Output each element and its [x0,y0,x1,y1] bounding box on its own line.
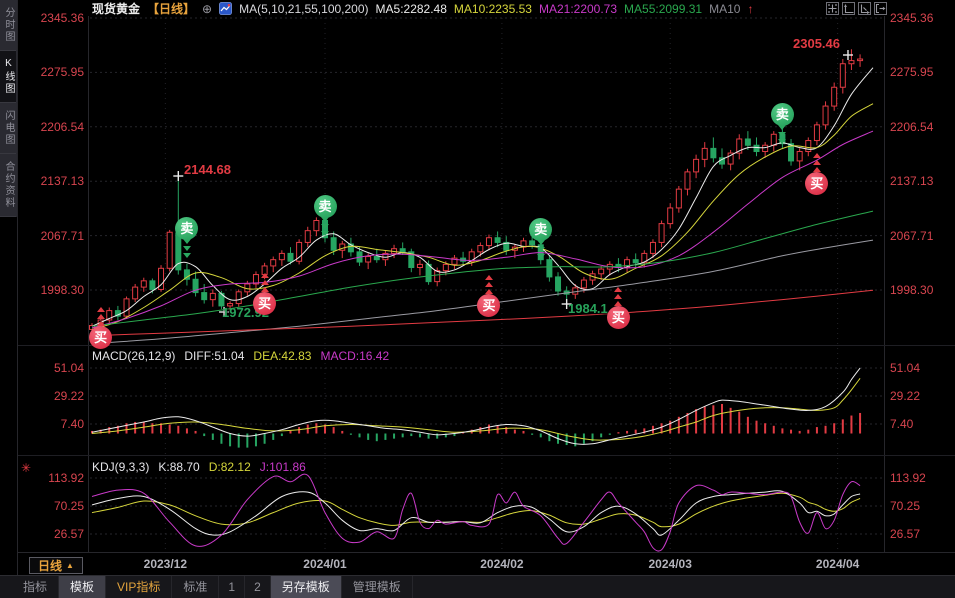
sidebar-item-kline-chart[interactable]: K线图 [0,51,16,103]
sidebar-item-contract-info[interactable]: 合约资料 [0,154,16,217]
buy-signal-badge[interactable]: 买 [805,171,829,195]
kdj-pane-labels: KDJ(9,3,3) K:88.70 D:82.12 J:101.86 [92,460,306,474]
sidebar-item-time-chart[interactable]: 分时图 [0,0,16,51]
sell-signal-badge[interactable]: 卖 [529,217,553,241]
move-tool-icon[interactable] [826,2,839,15]
chart-style-icon[interactable] [219,2,232,15]
period-selector-label: 日线 [38,559,63,573]
ma-formula: MA(5,10,21,55,100,200) [239,1,369,16]
toolbar-item-standard[interactable]: 标准 [172,576,220,598]
add-icon[interactable]: ⊕ [202,1,213,16]
left-sidebar: 分时图 K线图 闪电图 合约资料 [0,0,18,575]
ma10-value: MA10:2235.53 [453,1,532,16]
fit-x-axis-icon[interactable] [858,2,871,15]
ma21-value: MA21:2200.73 [538,1,618,16]
buy-signal-badge[interactable]: 买 [253,291,277,315]
kline-chart-canvas[interactable] [0,0,955,575]
macd-pane-labels: MACD(26,12,9) DIFF:51.04 DEA:42.83 MACD:… [92,349,389,363]
buy-signal-badge[interactable]: 买 [606,305,630,329]
ma10-line [91,103,874,330]
sidebar-items: 分时图 K线图 闪电图 合约资料 [0,0,17,217]
j-line [91,473,861,552]
diff-line [91,367,861,445]
kdj-k-value: K:88.70 [158,460,200,474]
period-selector[interactable]: 日线 ▲ [29,557,83,574]
ma55-value: MA55:2099.31 [624,1,703,16]
up-arrow-icon: ↑ [747,1,754,16]
k-line [91,490,861,536]
ma-extra-label: MA10 [709,1,741,16]
kdj-title: KDJ(9,3,3) [92,460,150,474]
symbol-name: 现货黄金 [92,1,141,16]
kdj-d-value: D:82.12 [208,460,251,474]
sidebar-item-lightning-chart[interactable]: 闪电图 [0,103,16,154]
toolbar-item-indicators[interactable]: 指标 [12,576,60,598]
toolbar-item-templates[interactable]: 模板 [59,576,107,598]
ma5-value: MA5:2282.48 [375,1,447,16]
time-axis: 日线 ▲ [0,552,955,576]
ma100-line [91,239,874,344]
bottom-toolbar: 指标 模板 VIP指标 标准 1 2 另存模板 管理模板 [0,575,955,598]
buy-signal-badge[interactable]: 买 [477,293,501,317]
period-label: 【日线】 [147,1,196,16]
sell-signal-badge[interactable]: 卖 [770,102,794,126]
dea-line [91,378,861,441]
indicator-flag-icon[interactable]: ✳ [21,461,32,475]
chart-tools [826,2,887,15]
pop-out-icon[interactable] [874,2,887,15]
macd-macd-value: MACD:16.42 [320,349,390,363]
ma200-line [91,289,874,337]
sell-signal-badge[interactable]: 卖 [175,216,199,240]
ma55-line [91,210,874,327]
buy-signal-badge[interactable]: 买 [89,325,113,349]
ma21-line [91,130,874,329]
macd-title: MACD(26,12,9) [92,349,176,363]
d-line [91,492,861,528]
kdj-j-value: J:101.86 [259,460,306,474]
toolbar-item-manage-templates[interactable]: 管理模板 [342,576,413,598]
macd-dea-value: DEA:42.83 [253,349,312,363]
chart-header: 现货黄金 【日线】 ⊕ MA(5,10,21,55,100,200) MA5:2… [92,0,753,17]
toolbar-item-save-template[interactable]: 另存模板 [270,576,342,598]
up-triangle-icon: ▲ [66,561,74,570]
toolbar-item-vip-indicators[interactable]: VIP指标 [106,576,173,598]
fit-y-axis-icon[interactable] [842,2,855,15]
macd-diff-value: DIFF:51.04 [184,349,245,363]
ma5-line [91,67,874,327]
sell-signal-badge[interactable]: 卖 [313,194,337,218]
toolbar-item-1[interactable]: 1 [219,576,246,598]
toolbar-item-2[interactable]: 2 [245,576,271,598]
